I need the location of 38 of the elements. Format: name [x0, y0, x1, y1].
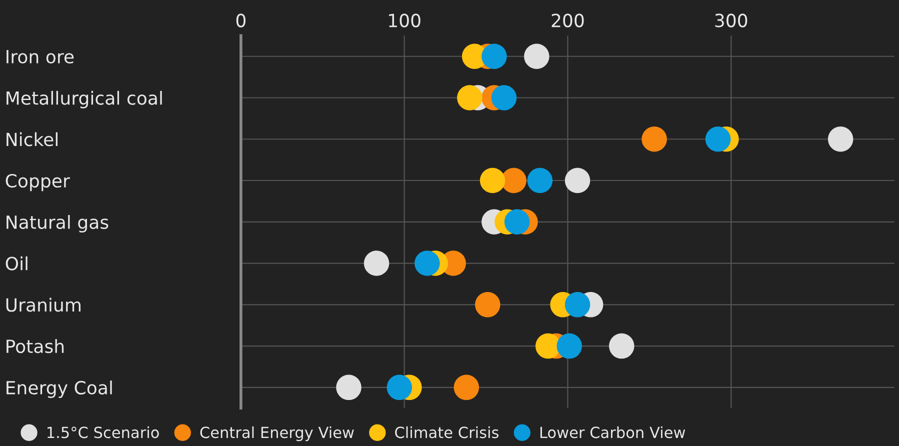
point [642, 126, 667, 152]
y-tick-label: Metallurgical coal [6, 90, 162, 108]
point [480, 168, 506, 194]
point [504, 209, 530, 234]
legend-label: Central Energy View [200, 426, 354, 442]
point [828, 126, 854, 152]
point [564, 292, 590, 318]
point [524, 44, 550, 69]
y-tick-label: Iron ore [6, 50, 74, 64]
y-tick-label: Oil [6, 256, 28, 270]
point [475, 292, 500, 318]
x-tick-label: 0 [236, 14, 246, 28]
point [609, 333, 634, 359]
legend-label: Climate Crisis [395, 426, 498, 438]
point [564, 168, 590, 194]
x-tick-label: 200 [552, 14, 584, 28]
point [705, 126, 731, 152]
point [556, 333, 582, 359]
point [527, 168, 553, 194]
point [386, 374, 412, 400]
y-tick-label: Uranium [6, 298, 80, 312]
point [414, 250, 440, 276]
x-tick-label: 100 [389, 14, 420, 28]
point [454, 374, 480, 400]
point [501, 168, 526, 194]
legend-label: 1.5°C Scenario [48, 426, 159, 438]
legend-label: Lower Carbon View [540, 426, 686, 438]
point [364, 250, 390, 276]
y-tick-label: Copper [6, 174, 70, 192]
point [336, 374, 362, 400]
y-tick-label: Energy Coal [6, 380, 112, 398]
point [491, 85, 517, 110]
y-tick-label: Potash [6, 339, 64, 354]
point [457, 85, 482, 110]
x-tick-label: 300 [715, 14, 748, 28]
y-tick-label: Nickel [6, 132, 58, 146]
y-tick-label: Natural gas [6, 215, 108, 232]
point [535, 333, 561, 359]
